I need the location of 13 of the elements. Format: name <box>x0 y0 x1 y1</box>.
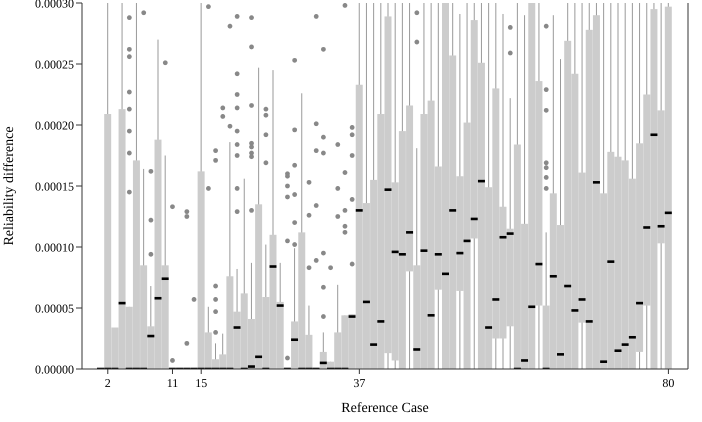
y-tick-label: 0.00020 <box>35 118 74 132</box>
x-tick-label: 80 <box>662 376 674 390</box>
y-tick-label: 0.00025 <box>35 57 74 72</box>
x-axis-title: Reference Case <box>341 401 429 416</box>
x-tick-label: 2 <box>104 376 111 390</box>
y-tick-label: 0.00015 <box>35 179 74 194</box>
x-tick-label: 11 <box>166 376 178 390</box>
y-tick-label: 0.00010 <box>35 240 74 254</box>
y-tick-label: 0.00000 <box>35 362 74 376</box>
x-tick-label: 37 <box>353 376 366 390</box>
x-tick-label: 15 <box>195 376 208 390</box>
y-axis-title: Reliability difference <box>2 126 17 246</box>
y-tick-label: 0.00005 <box>35 301 74 316</box>
